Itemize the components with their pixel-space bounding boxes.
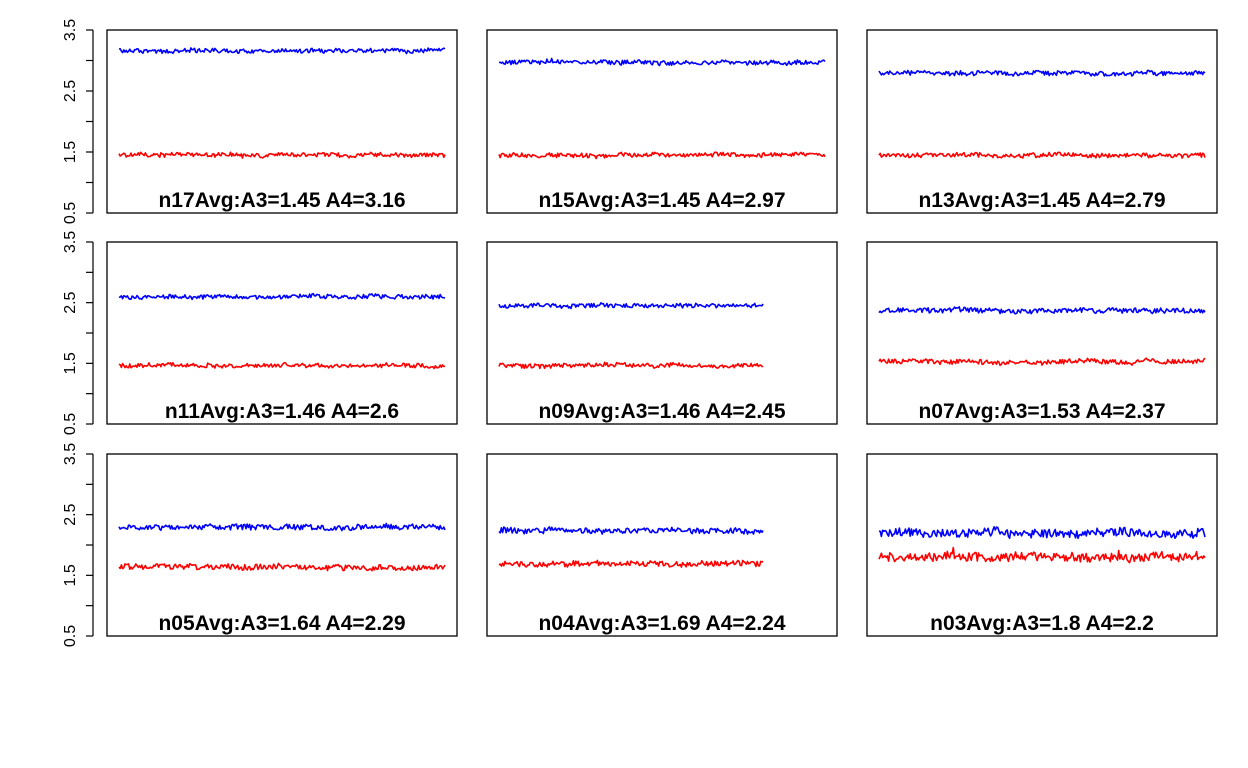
series-A4-line bbox=[878, 69, 1206, 77]
y-axis: 0.5 1.5 2.5 3.5 bbox=[62, 443, 94, 647]
y-tick-label: 0.5 bbox=[62, 625, 79, 647]
panel-n17: 0.5 1.5 2.5 3.5 n17Avg:A3=1.45 A4=3.16 bbox=[62, 19, 458, 224]
y-tick-label: 2.5 bbox=[62, 80, 79, 102]
series-A3-line bbox=[498, 559, 764, 568]
panel-frame bbox=[486, 241, 838, 425]
series-A3-line bbox=[118, 562, 446, 572]
series-A4-line bbox=[878, 525, 1206, 540]
series-A4-line bbox=[498, 526, 764, 535]
series-A4-line bbox=[498, 301, 764, 310]
panel-label: n07Avg:A3=1.53 A4=2.37 bbox=[918, 400, 1165, 423]
panel-n11: 0.5 1.5 2.5 3.5 n11Avg:A3=1.46 A4=2.6 bbox=[62, 231, 458, 435]
panel-n07: n07Avg:A3=1.53 A4=2.37 bbox=[866, 241, 1218, 425]
panel-label: n13Avg:A3=1.45 A4=2.79 bbox=[918, 189, 1165, 212]
panel-frame bbox=[106, 241, 458, 425]
series-A4-line bbox=[118, 47, 446, 55]
panel-label: n15Avg:A3=1.45 A4=2.97 bbox=[538, 189, 785, 212]
y-axis: 0.5 1.5 2.5 3.5 bbox=[62, 19, 94, 224]
panel-n04: n04Avg:A3=1.69 A4=2.24 bbox=[486, 453, 838, 637]
y-tick-label: 1.5 bbox=[62, 352, 79, 374]
y-tick-label: 2.5 bbox=[62, 503, 79, 525]
panel-frame bbox=[866, 29, 1218, 214]
panel-label: n04Avg:A3=1.69 A4=2.24 bbox=[538, 612, 785, 635]
y-tick-label: 3.5 bbox=[62, 19, 79, 41]
panel-frame bbox=[486, 29, 838, 214]
y-tick-label: 0.5 bbox=[62, 202, 79, 224]
series-A3-line bbox=[498, 361, 764, 370]
series-A3-line bbox=[878, 357, 1206, 367]
series-A3-line bbox=[878, 151, 1206, 159]
panel-frame bbox=[486, 453, 838, 637]
series-A4-line bbox=[118, 292, 445, 301]
y-tick-label: 0.5 bbox=[62, 413, 79, 435]
series-A4-line bbox=[498, 57, 826, 67]
panel-label: n09Avg:A3=1.46 A4=2.45 bbox=[538, 400, 785, 423]
series-A3-line bbox=[118, 361, 446, 370]
series-A4-line bbox=[118, 522, 446, 532]
panel-n15: n15Avg:A3=1.45 A4=2.97 bbox=[486, 29, 838, 214]
panel-n05: 0.5 1.5 2.5 3.5 n05Avg:A3=1.64 A4=2.29 bbox=[62, 443, 458, 647]
panel-frame bbox=[106, 29, 458, 214]
series-A3-line bbox=[878, 546, 1206, 564]
panel-frame bbox=[866, 453, 1218, 637]
y-tick-label: 1.5 bbox=[62, 141, 79, 163]
series-A4-line bbox=[878, 306, 1206, 315]
series-A3-line bbox=[498, 151, 826, 160]
series-A3-line bbox=[118, 151, 446, 159]
panel-n09: n09Avg:A3=1.46 A4=2.45 bbox=[486, 241, 838, 425]
panel-frame bbox=[106, 453, 458, 637]
panel-label: n03Avg:A3=1.8 A4=2.2 bbox=[930, 612, 1154, 635]
panel-label: n05Avg:A3=1.64 A4=2.29 bbox=[158, 612, 405, 635]
panel-n03: n03Avg:A3=1.8 A4=2.2 bbox=[866, 453, 1218, 637]
y-axis: 0.5 1.5 2.5 3.5 bbox=[62, 231, 94, 435]
y-tick-label: 1.5 bbox=[62, 564, 79, 586]
y-tick-label: 3.5 bbox=[62, 443, 79, 465]
panel-label: n11Avg:A3=1.46 A4=2.6 bbox=[165, 400, 399, 423]
y-tick-label: 2.5 bbox=[62, 291, 79, 313]
panel-n13: n13Avg:A3=1.45 A4=2.79 bbox=[866, 29, 1218, 214]
panel-frame bbox=[866, 241, 1218, 425]
y-tick-label: 3.5 bbox=[62, 231, 79, 253]
panel-label: n17Avg:A3=1.45 A4=3.16 bbox=[158, 189, 405, 212]
